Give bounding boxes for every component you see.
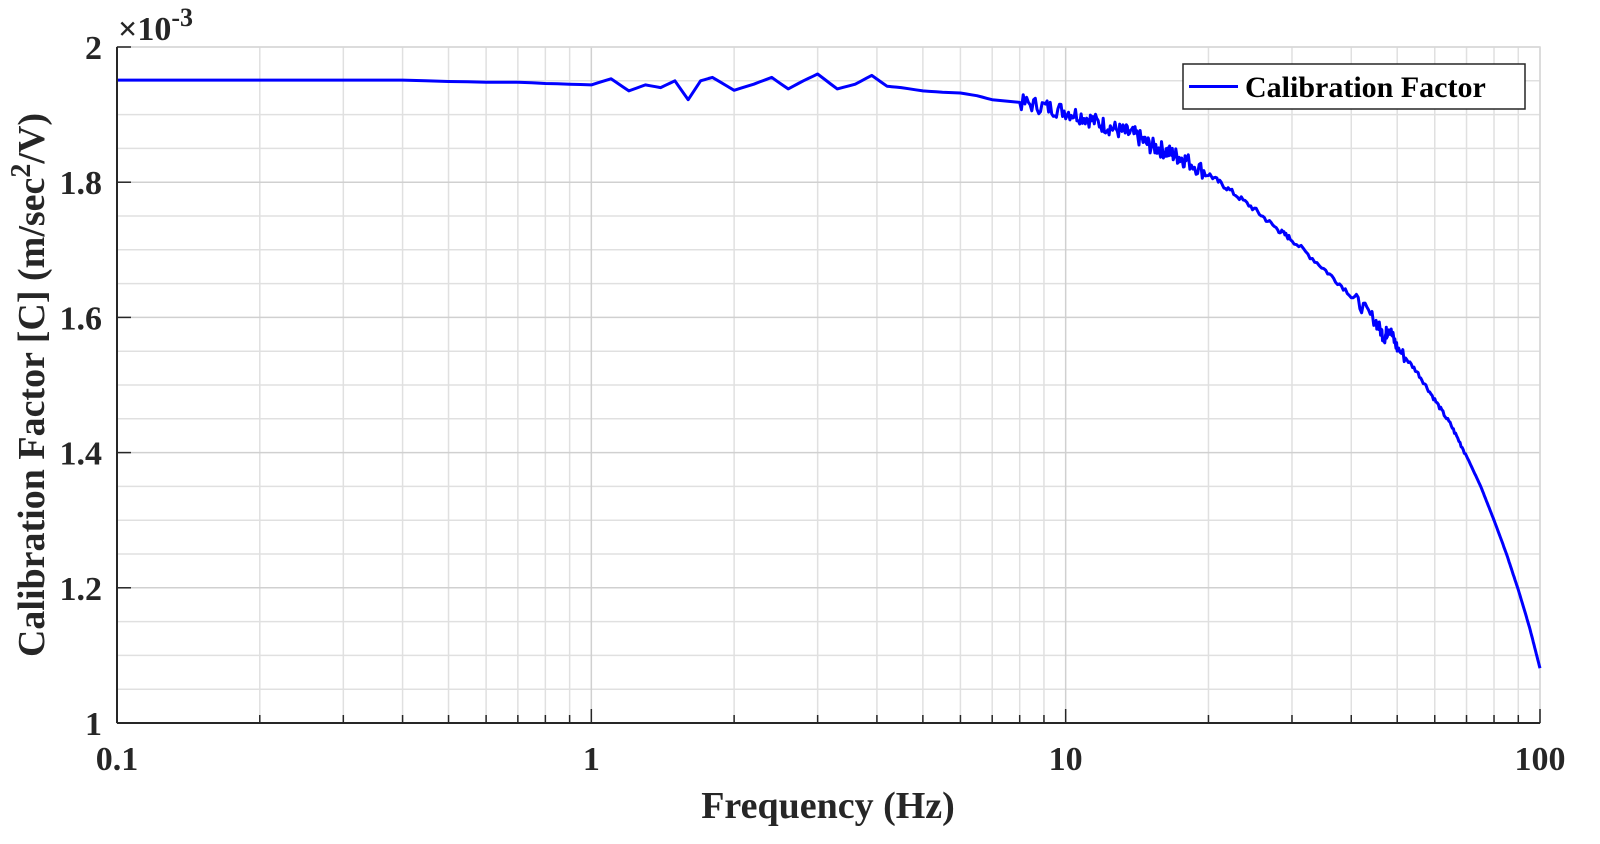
x-tick-label: 1	[583, 741, 600, 778]
y-multiplier: ×10-3	[118, 3, 193, 48]
x-tick-labels: 0.1 1 10 100	[96, 741, 1566, 778]
x-axis-title: Frequency (Hz)	[701, 785, 955, 827]
y-tick-label: 2	[85, 30, 102, 67]
y-tick-labels: 1 1.2 1.4 1.6 1.8 2	[60, 30, 103, 743]
x-tick-label: 10	[1049, 741, 1083, 778]
minor-grid	[117, 47, 1540, 723]
y-tick-label: 1.6	[60, 300, 103, 337]
calibration-factor-line	[117, 72, 1542, 669]
major-grid	[116, 46, 1541, 724]
x-tick-label: 100	[1515, 741, 1566, 778]
legend[interactable]: Calibration Factor	[1182, 63, 1526, 110]
y-tick-label: 1.2	[60, 571, 103, 608]
x-tick-label: 0.1	[96, 741, 139, 778]
y-axis-title: Calibration Factor [C] (m/sec2/V)	[6, 113, 53, 657]
y-tick-label: 1.8	[60, 165, 103, 202]
axes	[116, 47, 1540, 724]
legend-box	[1182, 63, 1526, 110]
y-tick-label: 1	[85, 706, 102, 743]
axis-ticks	[116, 46, 1541, 724]
y-tick-label: 1.4	[60, 436, 103, 473]
legend-label: Calibration Factor	[1245, 71, 1486, 104]
